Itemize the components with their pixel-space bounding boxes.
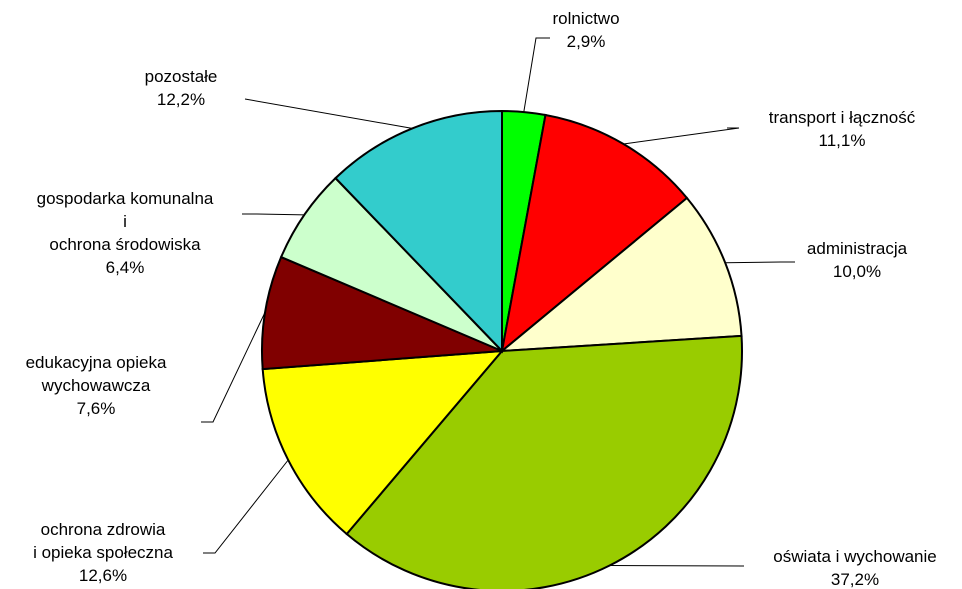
leader-line-5 [203, 459, 289, 554]
pie-slice-6 [261, 255, 503, 371]
slice-category-label-5: i opieka społeczna [33, 543, 173, 562]
leader-line-8 [244, 98, 413, 129]
leader-line-3 [725, 261, 795, 264]
leader-line-2 [623, 127, 740, 145]
slice-value-label-2: 11,1% [819, 131, 866, 150]
slice-value-label-3: 10,0% [833, 262, 881, 281]
slice-category-label-7: gospodarka komunalna [37, 189, 214, 208]
slice-category-label-7: i [123, 212, 127, 231]
slice-value-label-5: 12,6% [79, 566, 127, 585]
slice-labels: rolnictwo 2,9% transport i łączność 11,1% ad… [26, 9, 937, 589]
leader-lines [201, 37, 795, 567]
pie-slice-2 [500, 113, 689, 354]
pie-slice-5 [261, 349, 505, 536]
slice-category-label-2: transport i łączność [769, 108, 916, 127]
slice-category-label-5: ochrona zdrowia [41, 520, 166, 539]
leader-line-4 [609, 565, 745, 567]
slice-category-label-4: oświata i wychowanie [773, 547, 936, 566]
slice-category-label-1: rolnictwo [552, 9, 619, 28]
slice-value-label-1: 2,9% [567, 32, 606, 51]
slice-value-label-6: 7,6% [77, 399, 116, 418]
slice-category-label-3: administracja [807, 239, 908, 258]
slice-category-label-8: pozostałe [145, 67, 218, 86]
pie-slices [261, 109, 743, 589]
slice-category-label-7: ochrona środowiska [49, 235, 201, 254]
slice-value-label-8: 12,2% [157, 90, 205, 109]
leader-line-6 [201, 311, 266, 423]
leader-line-7 [242, 213, 305, 216]
slice-category-label-6: wychowawcza [41, 376, 151, 395]
pie-slice-8 [334, 109, 503, 354]
slice-value-label-4: 37,2% [831, 570, 879, 589]
slice-value-label-7: 6,4% [106, 258, 145, 277]
slice-category-label-6: edukacyjna opieka [26, 353, 167, 372]
leader-line-1 [523, 37, 550, 113]
